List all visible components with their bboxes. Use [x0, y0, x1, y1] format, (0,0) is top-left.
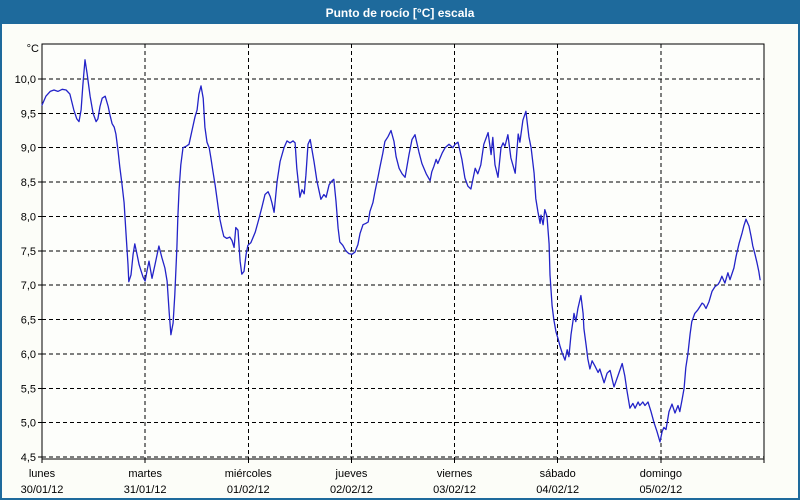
- x-day-label: lunes: [29, 468, 56, 480]
- page-title: Punto de rocío [°C] escala: [325, 6, 475, 20]
- y-tick-label: 4,5: [21, 452, 36, 464]
- plot-area: [41, 43, 765, 460]
- y-tick-label: 9,0: [21, 143, 36, 155]
- x-day-label: miércoles: [225, 468, 273, 480]
- y-tick-label: 5,5: [21, 383, 36, 395]
- y-tick-label: 8,5: [21, 177, 36, 189]
- x-date-label: 30/01/12: [21, 484, 64, 496]
- dew-point-series-line: [41, 59, 761, 443]
- x-day-label: sábado: [540, 468, 576, 480]
- x-date-label: 05/02/12: [639, 484, 682, 496]
- x-day-label: martes: [128, 468, 162, 480]
- y-tick-label: 10,0: [15, 74, 36, 86]
- x-date-label: 31/01/12: [124, 484, 167, 496]
- y-tick-label: 8,0: [21, 211, 36, 223]
- y-axis-unit-label: °C: [27, 43, 39, 55]
- x-date-label: 04/02/12: [536, 484, 579, 496]
- y-tick-label: 9,5: [21, 108, 36, 120]
- y-tick-label: 5,0: [21, 418, 36, 430]
- x-date-label: 02/02/12: [330, 484, 373, 496]
- x-date-label: 03/02/12: [433, 484, 476, 496]
- x-day-label: jueves: [335, 468, 368, 480]
- x-day-label: domingo: [640, 468, 682, 480]
- y-tick-label: 7,5: [21, 246, 36, 258]
- y-tick-label: 6,0: [21, 349, 36, 361]
- title-bar: Punto de rocío [°C] escala: [2, 2, 798, 24]
- y-tick-label: 7,0: [21, 280, 36, 292]
- x-date-label: 01/02/12: [227, 484, 270, 496]
- x-day-label: viernes: [437, 468, 473, 480]
- y-tick-label: 6,5: [21, 315, 36, 327]
